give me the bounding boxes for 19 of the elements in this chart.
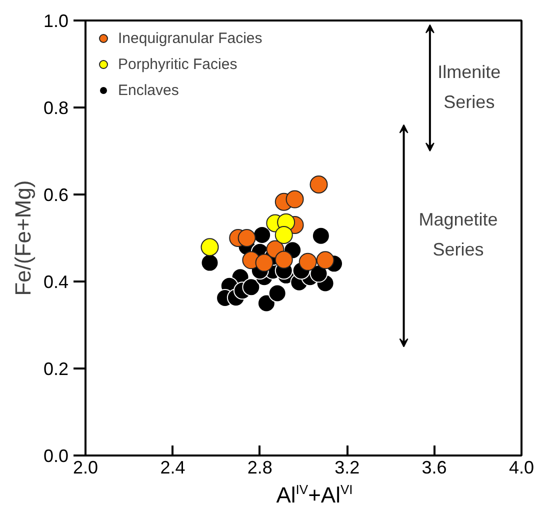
annotation: Magnetite Series bbox=[418, 210, 498, 260]
y-tick-label: 0.2 bbox=[43, 359, 69, 379]
x-tick-label: 4.0 bbox=[508, 458, 534, 478]
x-tick-label: 2.0 bbox=[72, 458, 98, 478]
y-axis-title: Fe/(Fe+Mg) bbox=[10, 180, 36, 296]
legend-label: Porphyritic Facies bbox=[118, 56, 238, 72]
x-tick-label: 3.6 bbox=[422, 458, 447, 478]
annotation: Ilmenite Series bbox=[438, 62, 501, 112]
y-tick-label: 0.6 bbox=[43, 185, 69, 205]
x-tick-label: 2.4 bbox=[160, 458, 186, 478]
x-tick-label: 2.8 bbox=[247, 458, 272, 478]
y-tick-label: 1.0 bbox=[43, 11, 69, 31]
y-tick-label: 0.0 bbox=[43, 446, 69, 466]
legend-label: Inequigranular Facies bbox=[118, 30, 262, 46]
x-tick-label: 3.2 bbox=[334, 458, 360, 478]
y-tick-label: 0.4 bbox=[43, 272, 69, 292]
legend-label: Enclaves bbox=[118, 82, 179, 98]
y-tick-label: 0.8 bbox=[43, 98, 69, 118]
x-axis-title: Al$^{IV}$+Al$^{VI}$ bbox=[276, 481, 353, 508]
